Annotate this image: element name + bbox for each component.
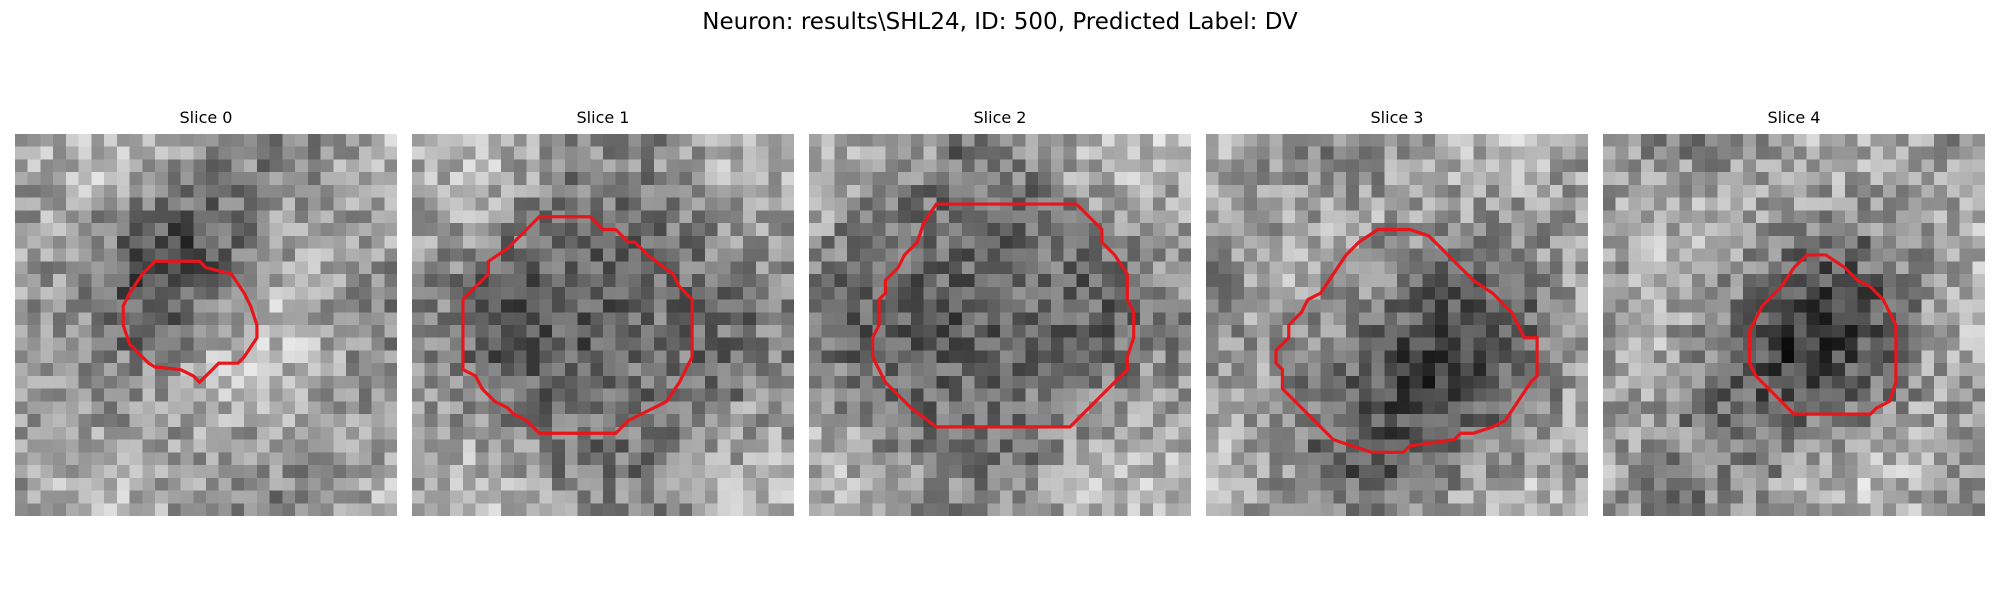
slice-image [1603, 134, 1985, 516]
slice-title: Slice 2 [973, 108, 1027, 127]
segmentation-contour [871, 202, 1136, 429]
slice-panel-3: Slice 3 [1206, 108, 1588, 516]
slice-image [412, 134, 794, 516]
slice-panel-1: Slice 1 [412, 108, 794, 516]
slice-title: Slice 3 [1370, 108, 1424, 127]
slice-image [1206, 134, 1588, 516]
slice-image [15, 134, 397, 516]
figure-title: Neuron: results\SHL24, ID: 500, Predicte… [702, 9, 1298, 35]
segmentation-contour [1274, 227, 1539, 454]
slice-image [809, 134, 1191, 516]
slice-panel-4: Slice 4 [1603, 108, 1985, 516]
segmentation-contour [1747, 253, 1898, 416]
slice-title: Slice 0 [179, 108, 233, 127]
slice-panel-2: Slice 2 [809, 108, 1191, 516]
slice-title: Slice 1 [576, 108, 630, 127]
slice-panel-0: Slice 0 [15, 108, 397, 516]
segmentation-contour [121, 259, 259, 385]
segmentation-contour [461, 215, 694, 435]
slice-title: Slice 4 [1767, 108, 1821, 127]
